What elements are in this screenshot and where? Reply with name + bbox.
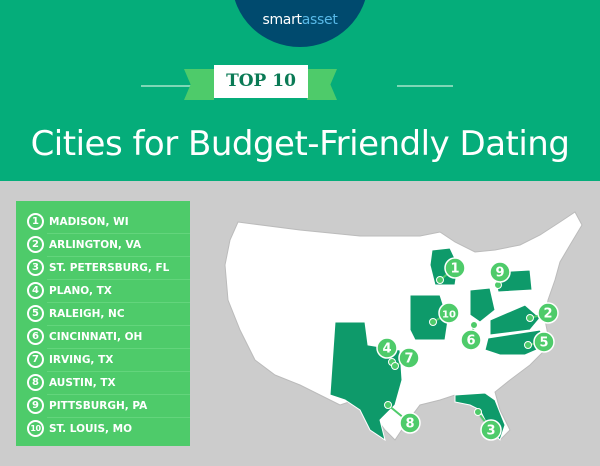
header: smartasset TOP 10 Cities for Budget-Frie…	[0, 0, 600, 181]
city-marker: 4	[376, 337, 398, 366]
city-dot	[429, 318, 437, 326]
city-name: ARLINGTON, VA	[49, 238, 142, 251]
city-name: PLANO, TX	[49, 284, 112, 297]
rank-badge: 10	[27, 420, 44, 437]
rank-marker-label: 5	[539, 336, 548, 351]
city-marker: 6	[460, 321, 482, 351]
list-item: 2 ARLINGTON, VA	[27, 233, 190, 257]
list-item: 3 ST. PETERSBURG, FL	[27, 256, 190, 280]
state-missouri	[409, 294, 449, 341]
logo-text-asset: asset	[301, 12, 338, 28]
rank-marker-circle	[444, 257, 466, 279]
list-item: 10 ST. LOUIS, MO	[27, 417, 190, 440]
rank-badge: 6	[27, 328, 44, 345]
rank-marker-circle	[533, 331, 555, 353]
city-marker: 1	[436, 257, 466, 284]
rank-marker-label: 4	[382, 342, 391, 357]
city-marker: 5	[524, 331, 555, 353]
rank-badge: 9	[27, 397, 44, 414]
rank-marker-circle	[399, 412, 421, 434]
rank-badge: 4	[27, 282, 44, 299]
rank-marker-label: 7	[404, 352, 413, 367]
list-item: 4 PLANO, TX	[27, 279, 190, 303]
city-dot	[384, 401, 392, 409]
list-item: 6 CINCINNATI, OH	[27, 325, 190, 349]
rank-badge: 1	[27, 213, 44, 230]
list-item: 7 IRVING, TX	[27, 348, 190, 372]
rank-marker-label: 9	[495, 266, 504, 281]
rank-marker-label: 3	[486, 424, 495, 439]
rank-marker-label: 10	[442, 310, 456, 321]
rank-marker-circle	[438, 302, 460, 324]
city-name: RALEIGH, NC	[49, 307, 125, 320]
rank-marker-circle	[537, 302, 559, 324]
city-marker: 7	[391, 347, 420, 370]
city-dot	[526, 314, 534, 322]
city-name: CINCINNATI, OH	[49, 330, 143, 343]
city-name: MADISON, WI	[49, 215, 129, 228]
top-10-badge: TOP 10	[214, 65, 308, 98]
city-name: AUSTIN, TX	[49, 376, 116, 389]
list-item: 1 MADISON, WI	[27, 210, 190, 234]
city-list: 1 MADISON, WI 2 ARLINGTON, VA 3 ST. PETERSB…	[16, 201, 190, 446]
rank-badge: 5	[27, 305, 44, 322]
state-virginia	[489, 304, 541, 336]
rank-marker-label: 2	[543, 307, 552, 322]
city-dot	[474, 408, 482, 416]
divider-left	[141, 85, 197, 87]
city-name: ST. LOUIS, MO	[49, 422, 133, 435]
rank-marker-circle	[480, 419, 502, 441]
rank-badge: 7	[27, 351, 44, 368]
city-marker: 10	[429, 302, 460, 326]
rank-marker-label: 8	[405, 417, 414, 432]
city-dot	[436, 276, 444, 284]
city-marker: 3	[474, 408, 502, 441]
rank-badge: 2	[27, 236, 44, 253]
rank-marker-circle	[398, 347, 420, 369]
city-name: PITTSBURGH, PA	[49, 399, 148, 412]
list-item: 8 AUSTIN, TX	[27, 371, 190, 395]
state-ohio	[469, 287, 496, 323]
logo-text-smart: smart	[262, 12, 302, 28]
city-dot	[470, 321, 478, 329]
rank-badge: 8	[27, 374, 44, 391]
city-name: ST. PETERSBURG, FL	[49, 261, 170, 274]
rank-marker-circle	[489, 261, 511, 283]
city-name: IRVING, TX	[49, 353, 114, 366]
divider-right	[397, 85, 453, 87]
city-marker: 9	[489, 261, 511, 289]
list-item: 9 PITTSBURGH, PA	[27, 394, 190, 418]
rank-badge: 3	[27, 259, 44, 276]
list-item: 5 RALEIGH, NC	[27, 302, 190, 326]
city-dot	[524, 341, 532, 349]
rank-marker-label: 1	[450, 262, 459, 277]
rank-marker-label: 6	[466, 334, 475, 349]
city-marker: 8	[384, 401, 421, 434]
rank-marker-circle	[460, 329, 482, 351]
state-north-carolina	[484, 329, 549, 356]
city-dot	[391, 362, 399, 370]
city-marker: 2	[526, 302, 559, 324]
page-title: Cities for Budget-Friendly Dating	[30, 124, 570, 164]
rank-marker-circle	[376, 337, 398, 359]
